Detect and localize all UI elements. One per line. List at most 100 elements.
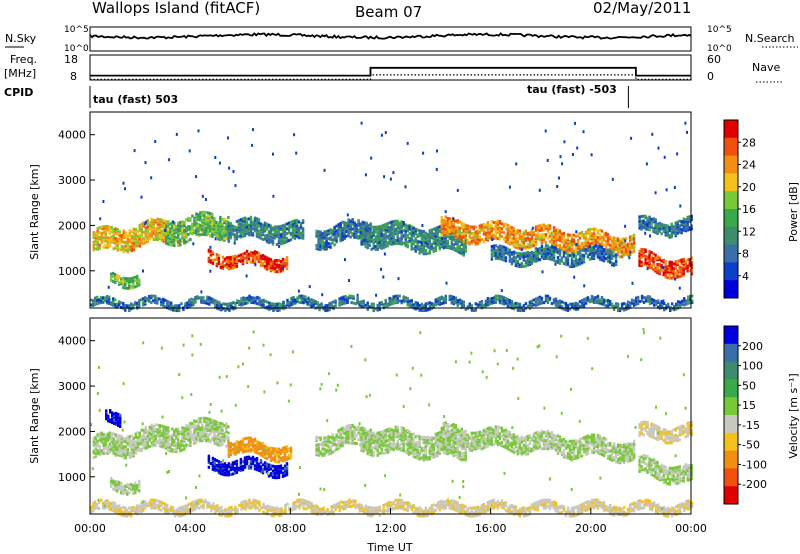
velocity-cell bbox=[167, 429, 170, 433]
power-cell bbox=[682, 268, 685, 272]
power-cell bbox=[230, 301, 233, 305]
power-cell bbox=[558, 237, 562, 241]
power-cell bbox=[254, 263, 257, 267]
power-cell bbox=[398, 221, 401, 225]
power-cell bbox=[239, 222, 243, 226]
power-cell bbox=[444, 235, 447, 238]
power-cell bbox=[108, 236, 111, 240]
power-cell bbox=[176, 304, 179, 308]
power-cell bbox=[482, 229, 486, 233]
power-cell bbox=[347, 232, 350, 236]
velocity-cell bbox=[116, 434, 119, 438]
power-cell bbox=[408, 236, 411, 240]
velocity-cell bbox=[181, 439, 184, 442]
power-cell bbox=[297, 236, 301, 240]
power-cell bbox=[596, 246, 600, 250]
power-cell bbox=[296, 298, 299, 301]
power-cell bbox=[418, 229, 421, 233]
power-cell bbox=[528, 237, 532, 241]
power-cell bbox=[492, 250, 496, 254]
power-cell bbox=[540, 298, 544, 302]
power-cell bbox=[277, 236, 281, 240]
velocity-cell bbox=[132, 441, 135, 445]
power-cell bbox=[566, 241, 570, 245]
power-cell bbox=[290, 296, 293, 300]
power-cell bbox=[323, 241, 326, 245]
power-cell bbox=[287, 239, 291, 243]
velocity-cell bbox=[158, 430, 161, 434]
power-cell bbox=[122, 282, 125, 286]
power-cell bbox=[522, 231, 526, 235]
power-cell bbox=[398, 237, 401, 241]
power-cell bbox=[468, 231, 471, 235]
power-cell bbox=[552, 229, 556, 233]
power-cell bbox=[658, 303, 662, 307]
velocity-cell bbox=[171, 437, 174, 440]
power-cell bbox=[195, 229, 198, 233]
power-cell bbox=[376, 232, 379, 235]
power-cell bbox=[251, 227, 255, 231]
power-cell bbox=[160, 229, 163, 233]
power-cell bbox=[470, 305, 473, 309]
power-cell bbox=[242, 297, 245, 301]
power-cell bbox=[392, 171, 395, 175]
power-cell bbox=[550, 236, 554, 240]
velocity-cell bbox=[138, 437, 141, 441]
power-cell bbox=[325, 239, 328, 243]
power-cell bbox=[185, 240, 188, 244]
power-cell bbox=[608, 245, 612, 249]
power-cell bbox=[550, 242, 554, 246]
velocity-cell bbox=[171, 448, 174, 452]
power-cell bbox=[260, 299, 263, 303]
power-cell bbox=[380, 234, 383, 238]
power-cell bbox=[664, 224, 667, 228]
power-cell bbox=[158, 219, 161, 223]
power-cell bbox=[441, 236, 443, 240]
power-cell bbox=[293, 219, 297, 223]
power-cell bbox=[498, 255, 502, 259]
power-cell bbox=[662, 226, 665, 230]
power-cell bbox=[508, 258, 512, 262]
power-cell bbox=[464, 245, 467, 249]
power-cell bbox=[215, 264, 219, 268]
power-cell bbox=[222, 307, 225, 311]
power-cell bbox=[522, 234, 526, 238]
power-cell bbox=[518, 234, 522, 238]
power-cell bbox=[682, 257, 685, 261]
power-cell bbox=[126, 304, 129, 308]
power-cell bbox=[271, 261, 275, 265]
power-cell bbox=[390, 225, 393, 229]
power-cell bbox=[126, 305, 129, 309]
power-cell bbox=[422, 233, 425, 237]
power-cell bbox=[209, 215, 212, 219]
power-cell bbox=[464, 225, 467, 229]
power-cell bbox=[446, 229, 449, 233]
power-cell bbox=[188, 305, 191, 309]
power-cell bbox=[522, 236, 526, 239]
power-cell bbox=[259, 260, 263, 264]
power-cell bbox=[168, 302, 171, 306]
power-cell bbox=[376, 303, 379, 307]
power-cell bbox=[428, 304, 431, 308]
power-cell bbox=[241, 228, 245, 232]
power-cell bbox=[342, 302, 345, 305]
power-cell bbox=[426, 239, 429, 243]
power-cell bbox=[650, 301, 654, 305]
power-cell bbox=[260, 302, 263, 306]
power-cell bbox=[534, 253, 538, 257]
power-cell bbox=[668, 227, 671, 231]
power-cell bbox=[464, 307, 467, 311]
power-cell bbox=[450, 224, 453, 228]
power-cell bbox=[378, 226, 381, 230]
power-cell bbox=[229, 222, 233, 226]
power-cell bbox=[478, 235, 481, 239]
power-cell bbox=[128, 229, 131, 233]
power-cell bbox=[406, 300, 409, 304]
power-cell bbox=[102, 226, 105, 230]
power-cell bbox=[576, 242, 580, 246]
power-cell bbox=[668, 271, 671, 275]
power-cell bbox=[168, 300, 171, 304]
power-cell bbox=[493, 246, 496, 250]
power-cell bbox=[136, 230, 139, 233]
